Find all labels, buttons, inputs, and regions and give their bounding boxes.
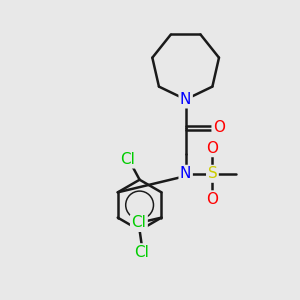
Text: O: O — [206, 192, 218, 207]
Text: N: N — [180, 92, 191, 107]
Text: O: O — [213, 120, 225, 135]
Text: Cl: Cl — [120, 152, 135, 167]
Text: S: S — [208, 166, 217, 181]
Text: N: N — [180, 166, 191, 181]
Text: O: O — [206, 141, 218, 156]
Text: Cl: Cl — [131, 215, 146, 230]
Text: Cl: Cl — [134, 245, 149, 260]
